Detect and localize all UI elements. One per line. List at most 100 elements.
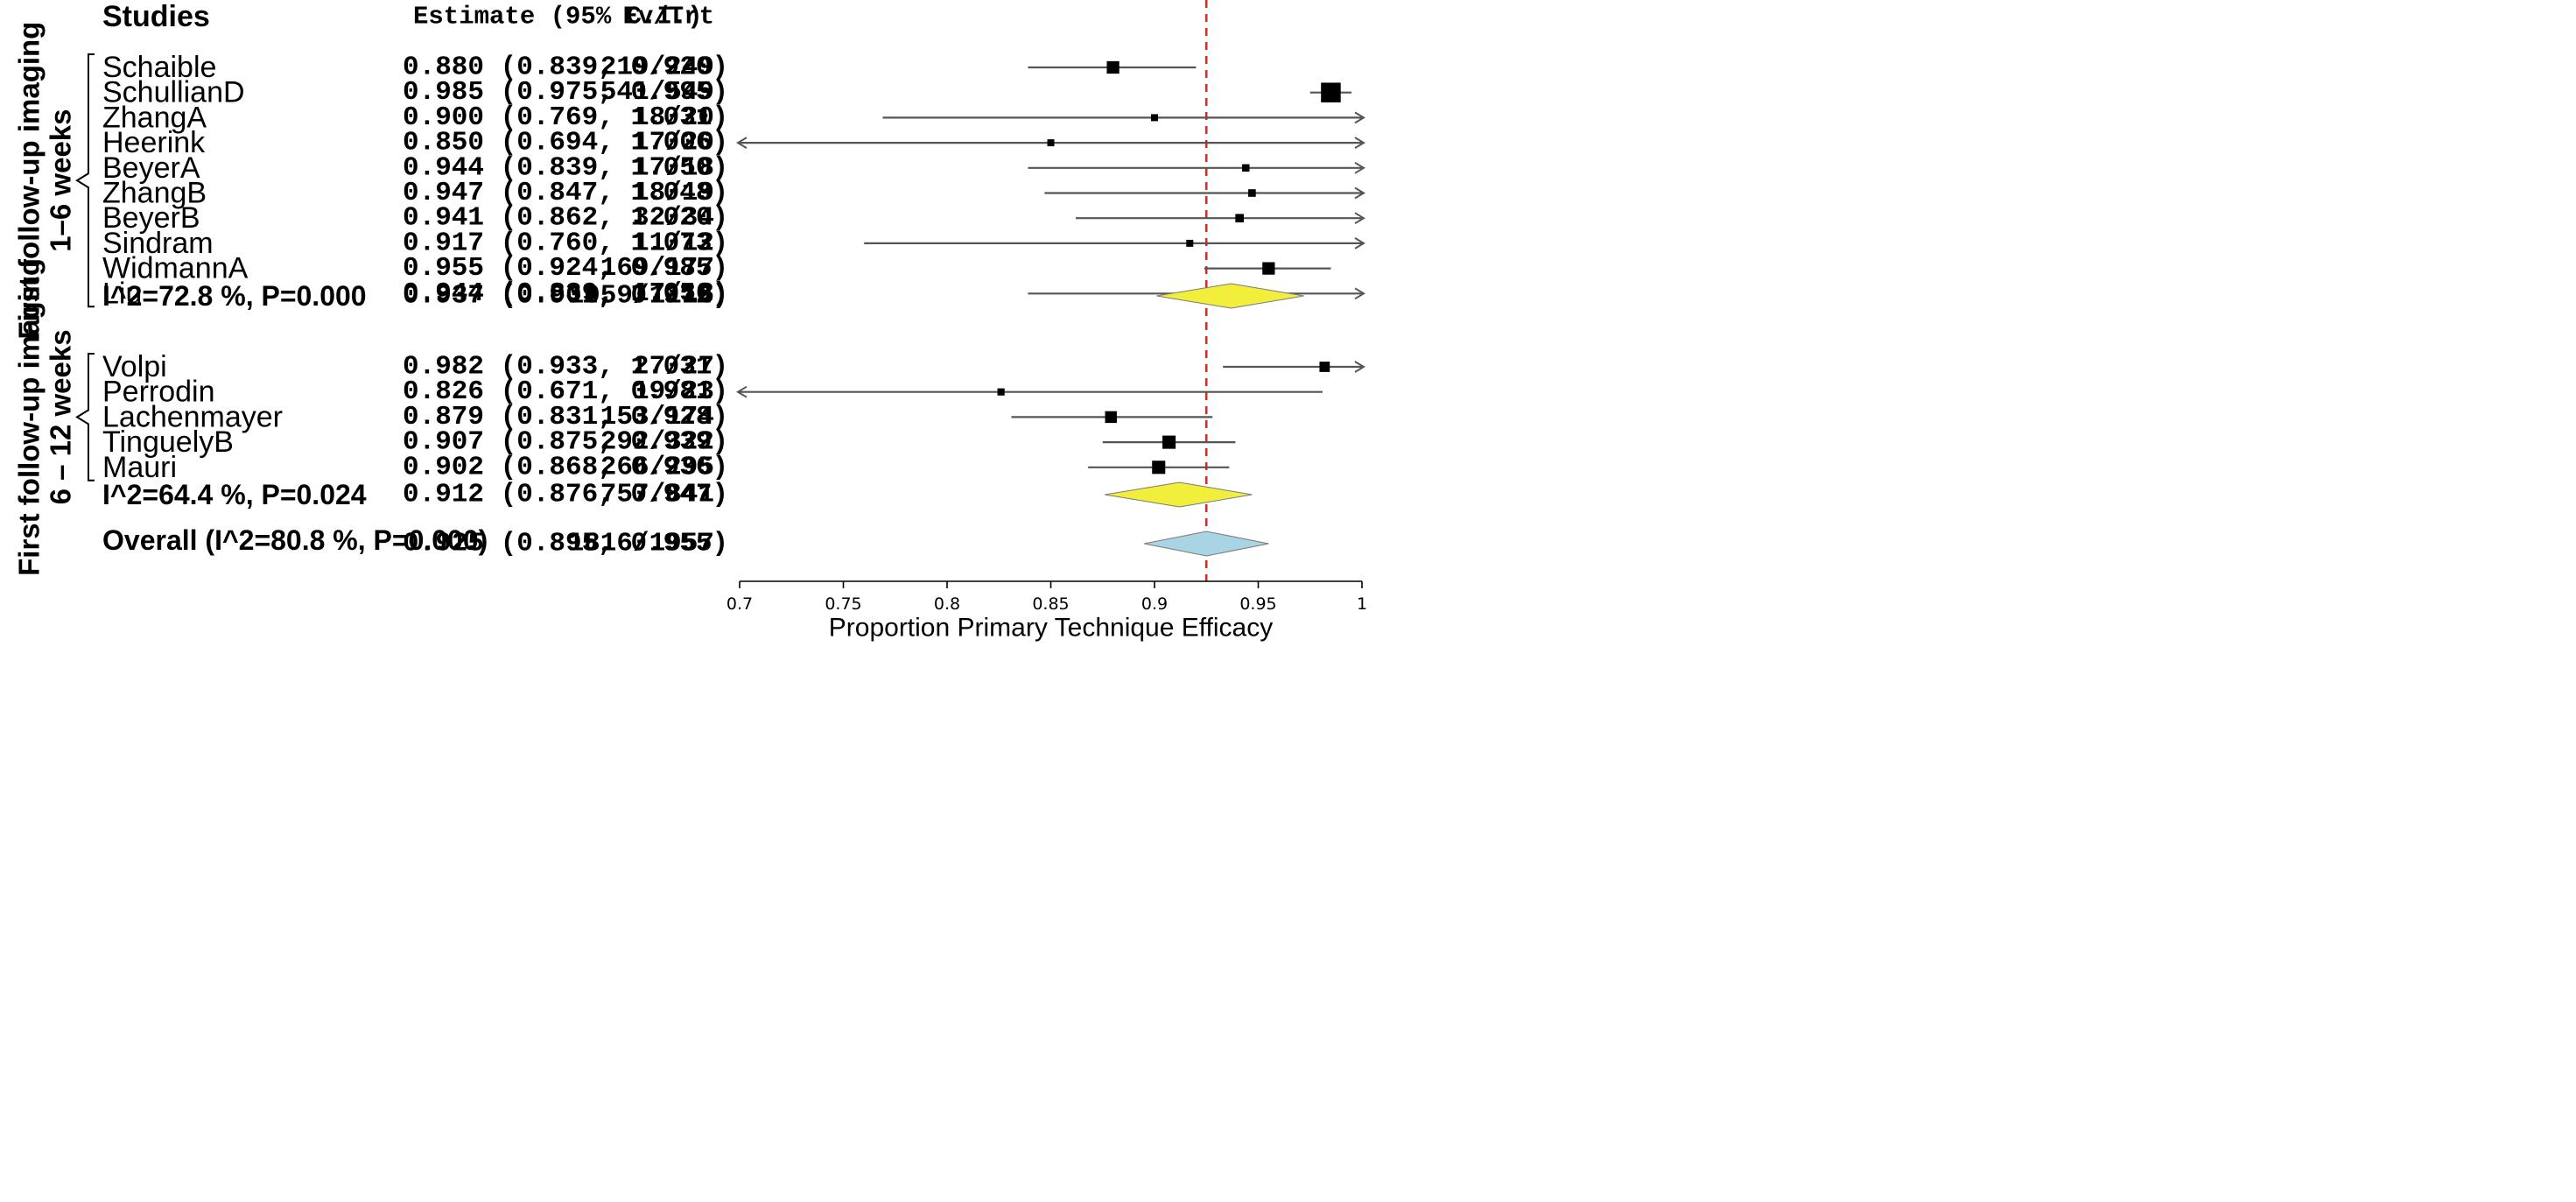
overall-label: Overall (I^2=80.8 %, P=0.000) xyxy=(102,524,488,556)
subgroup-ev-trt: 757/841 xyxy=(600,480,714,510)
x-tick-label: 0.9 xyxy=(1141,594,1168,614)
study-ev-trt: 18/19 xyxy=(633,178,714,208)
study-estimate: 0.850 (0.694, 1.006) xyxy=(403,128,728,158)
point-estimate xyxy=(1047,139,1055,147)
subgroup-estimate: 0.912 (0.876, 0.947) xyxy=(403,480,728,510)
header-studies: Studies xyxy=(102,0,210,33)
study-estimate: 0.941 (0.862, 1.020) xyxy=(403,203,728,234)
ci-arrow-right xyxy=(1354,361,1365,373)
study-name: WidmannA xyxy=(102,252,249,285)
study-estimate: 0.947 (0.847, 1.048) xyxy=(403,178,728,208)
group-label-1: First follow-up imaging 1–6 weeks xyxy=(13,22,77,340)
study-ev-trt: 19/23 xyxy=(633,376,714,407)
study-estimate: 0.944 (0.839, 1.050) xyxy=(403,152,728,183)
x-tick-label: 1 xyxy=(1357,594,1367,614)
study-estimate: 0.902 (0.868, 0.936) xyxy=(403,452,728,482)
subgroup-heterogeneity: I^2=72.8 %, P=0.000 xyxy=(102,280,367,312)
point-estimate xyxy=(1105,411,1117,424)
text-columns: Studies Estimate (95% C.I.)Ev/Trt Schaible… xyxy=(13,0,729,576)
plot-area xyxy=(736,0,1365,581)
study-estimate: 0.917 (0.760, 1.073) xyxy=(403,228,728,258)
study-name: Liu xyxy=(102,277,142,310)
point-estimate xyxy=(1248,189,1256,197)
study-estimate: 0.907 (0.875, 0.939) xyxy=(403,427,728,458)
study-estimate: 0.900 (0.769, 1.031) xyxy=(403,102,728,133)
ci-arrow-right xyxy=(1354,111,1365,124)
group-label-2: First follow-up imaging 6 – 12 weeks xyxy=(13,258,77,576)
point-estimate xyxy=(1186,239,1194,247)
x-tick-label: 0.85 xyxy=(1032,594,1069,614)
point-estimate xyxy=(1106,60,1120,74)
point-estimate xyxy=(1262,262,1275,275)
point-estimate xyxy=(1235,214,1244,223)
ci-arrow-left xyxy=(736,137,748,149)
study-estimate: 0.955 (0.924, 0.985) xyxy=(403,253,728,284)
study-ev-trt: 541/549 xyxy=(600,77,714,108)
x-tick-label: 0.75 xyxy=(825,594,861,614)
study-name: BeyerA xyxy=(102,151,200,185)
overall-estimate: 0.925 (0.895, 0.955) xyxy=(403,529,728,559)
study-name: TinguelyB xyxy=(102,425,234,459)
study-name: Heerink xyxy=(102,126,206,159)
study-ev-trt: 17/20 xyxy=(633,128,714,158)
study-name: ZhangA xyxy=(102,101,207,134)
subgroup-diamond xyxy=(1105,482,1253,508)
study-ev-trt: 219/249 xyxy=(600,53,714,83)
group-braces xyxy=(75,53,95,482)
subgroup-ev-trt: 1059/1116 xyxy=(568,281,714,312)
subgroup-heterogeneity: I^2=64.4 %, P=0.024 xyxy=(102,479,367,510)
group-label-line2: 1–6 weeks xyxy=(45,109,77,251)
study-name: Volpi xyxy=(102,350,167,383)
x-axis-title: Proportion Primary Technique Efficacy xyxy=(829,614,1273,643)
point-estimate xyxy=(1319,362,1330,372)
study-estimate: 0.879 (0.831, 0.928) xyxy=(403,402,728,432)
study-ev-trt: 266/295 xyxy=(600,452,714,482)
x-axis: 0.7 0.75 0.8 0.85 0.9 0.95 1 Proportion Primary… xyxy=(726,580,1367,643)
ci-arrow-right xyxy=(1354,212,1365,225)
subgroup-diamond xyxy=(1156,283,1304,309)
point-estimate xyxy=(1151,114,1158,122)
x-tick-label: 0.7 xyxy=(726,594,753,614)
overall-diamond xyxy=(1144,531,1269,557)
ci-arrow-right xyxy=(1354,161,1365,174)
point-estimate xyxy=(997,388,1005,396)
header-ev-trt: Ev/Trt xyxy=(623,3,714,32)
ci-arrow-left xyxy=(736,385,748,398)
study-estimate: 0.982 (0.933, 1.031) xyxy=(403,352,728,383)
study-name: SchullianD xyxy=(102,76,245,109)
study-name: Perrodin xyxy=(102,376,215,409)
study-ev-trt: 32/34 xyxy=(633,203,714,234)
study-ev-trt: 153/174 xyxy=(600,402,714,432)
point-estimate xyxy=(1321,82,1341,102)
x-tick-label: 0.95 xyxy=(1239,594,1276,614)
study-name: Mauri xyxy=(102,451,177,484)
study-ev-trt: 11/12 xyxy=(633,228,714,258)
point-estimate xyxy=(1242,164,1250,172)
group-brace-2 xyxy=(75,353,95,482)
ci-arrow-right xyxy=(1354,137,1365,149)
group-label-line2: 6 – 12 weeks xyxy=(45,329,77,504)
point-estimate xyxy=(1152,460,1166,474)
study-ev-trt: 17/18 xyxy=(633,152,714,183)
study-ev-trt: 169/177 xyxy=(600,253,714,284)
group-label-line1: First follow-up imaging xyxy=(13,22,46,340)
study-name: Sindram xyxy=(102,227,214,260)
study-estimate: 0.826 (0.671, 0.981) xyxy=(403,376,728,407)
study-ev-trt: 27/27 xyxy=(633,352,714,383)
study-name: Schaible xyxy=(102,51,216,84)
ci-arrow-right xyxy=(1354,237,1365,250)
group-label-line1: First follow-up imaging xyxy=(13,258,46,576)
study-ev-trt: 292/322 xyxy=(600,427,714,458)
study-estimate: 0.944 (0.839, 1.050) xyxy=(403,278,728,309)
study-estimate: 0.985 (0.975, 0.995) xyxy=(403,77,728,108)
ci-arrow-right xyxy=(1354,186,1365,200)
study-ev-trt: 17/18 xyxy=(633,278,714,309)
study-ev-trt: 18/20 xyxy=(633,102,714,133)
ci-arrow-right xyxy=(1354,287,1365,300)
point-estimate xyxy=(1162,435,1176,449)
subgroup-estimate: 0.937 (0.901, 0.972) xyxy=(403,281,728,312)
group-brace-1 xyxy=(75,53,95,308)
x-tick-label: 0.8 xyxy=(934,594,960,614)
study-estimate: 0.880 (0.839, 0.920) xyxy=(403,53,728,83)
